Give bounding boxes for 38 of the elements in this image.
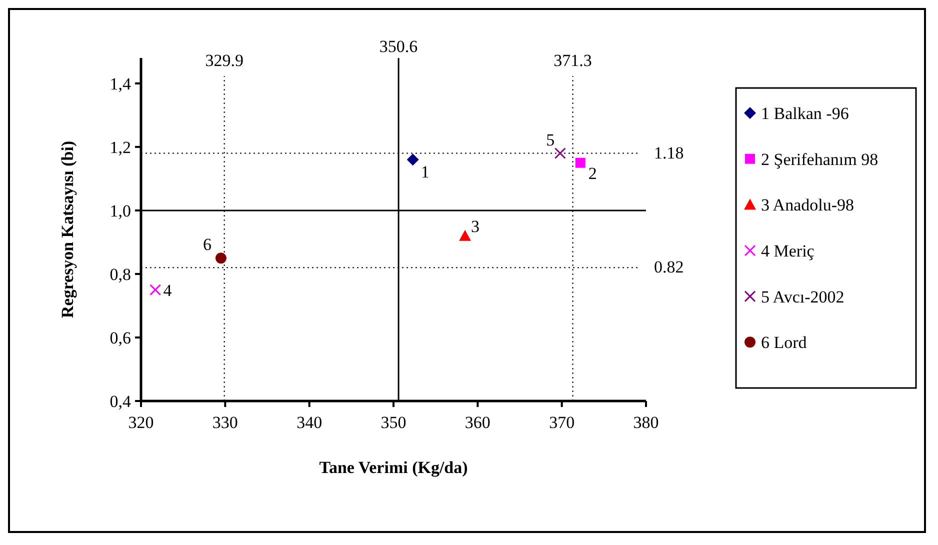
point xyxy=(215,252,226,264)
x-tick-label: 350 xyxy=(380,413,406,432)
y-tick-label: 1,0 xyxy=(110,201,131,220)
legend-label: 2 Şerifehanım 98 xyxy=(761,150,878,169)
annotation: 4 xyxy=(163,280,172,300)
x-tick-label: 320 xyxy=(128,413,154,432)
x-tick-label: 360 xyxy=(464,413,490,432)
y-axis-title: Regresyon Katsayısı (bi) xyxy=(58,140,77,318)
annotation: 5 xyxy=(546,130,555,150)
point xyxy=(554,148,566,160)
annotation: 2 xyxy=(588,164,597,183)
x-tick-label: 380 xyxy=(633,413,659,432)
ref-line-label: 329.9 xyxy=(205,51,244,70)
legend-label: 6 Lord xyxy=(761,333,808,352)
ref-line-label: 0.82 xyxy=(654,258,684,277)
y-tick-label: 1,4 xyxy=(110,74,132,94)
legend-label: 3 Anadolu-98 xyxy=(761,196,854,215)
x-tick-label: 370 xyxy=(549,413,575,432)
y-tick-label: 0,4 xyxy=(110,392,132,411)
point xyxy=(150,284,162,296)
point xyxy=(406,154,419,166)
legend-label: 1 Balkan -96 xyxy=(761,104,849,123)
x-tick-label: 340 xyxy=(296,413,322,432)
ref-line-label: 350.6 xyxy=(379,37,418,56)
y-tick-label: 1,2 xyxy=(110,138,131,157)
annotation: 3 xyxy=(471,216,480,236)
legend-label: 4 Meriç xyxy=(761,242,815,260)
annotation: 6 xyxy=(202,235,212,254)
ref-line-label: 371.3 xyxy=(554,51,592,70)
y-tick-label: 0,6 xyxy=(110,328,131,348)
x-axis-title: Tane Verimi (Kg/da) xyxy=(319,458,468,477)
point xyxy=(575,158,586,168)
ref-line-label: 1.18 xyxy=(654,143,684,162)
annotation: 1 xyxy=(420,162,430,182)
x-tick-label: 330 xyxy=(212,413,238,432)
legend-label: 5 Avcı-2002 xyxy=(761,287,844,306)
y-tick-label: 0,8 xyxy=(110,264,131,284)
point xyxy=(459,230,472,241)
